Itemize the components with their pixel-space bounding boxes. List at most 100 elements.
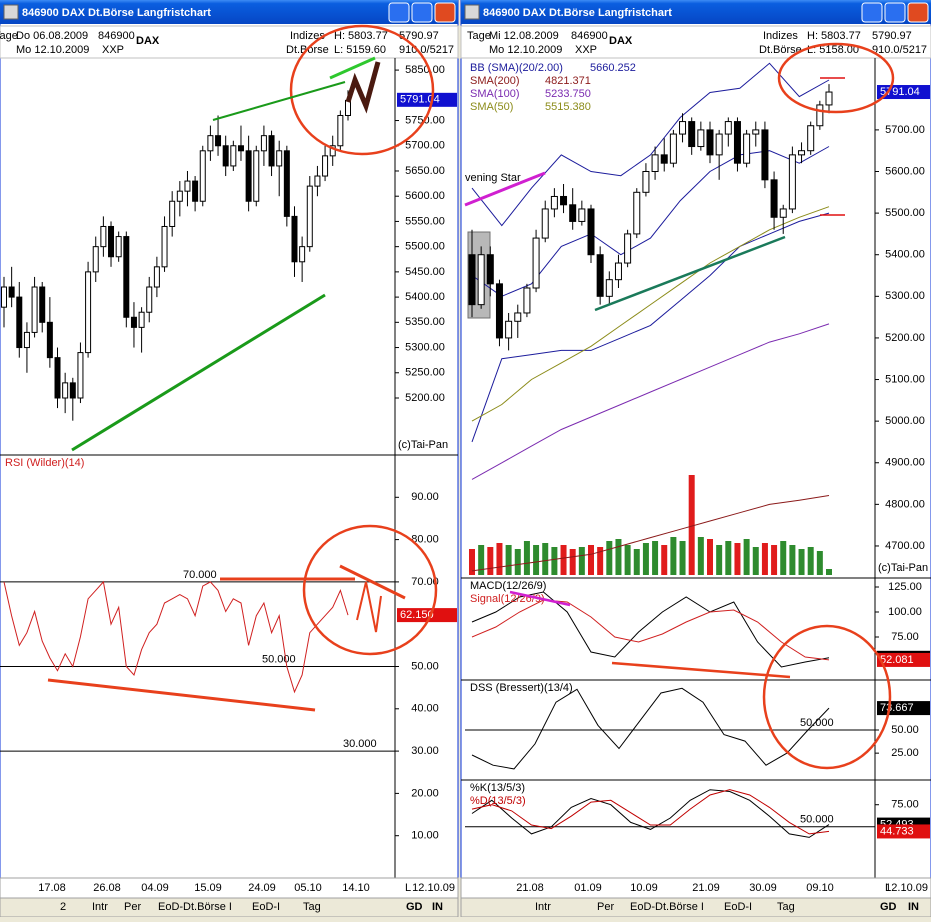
y-tick-label: 75.00 — [891, 799, 919, 811]
volume-bar — [670, 537, 677, 575]
candle-body — [724, 121, 732, 135]
level-label: 50.000 — [800, 814, 834, 826]
y-tick-label: 5700.00 — [885, 124, 925, 136]
volume-bar — [505, 545, 512, 575]
end-date: 12.10.09 — [412, 882, 455, 894]
close-button[interactable] — [907, 2, 929, 23]
toolbar-button[interactable]: Per — [597, 901, 614, 913]
candle-body — [207, 135, 214, 152]
y-tick-label: 5300.00 — [885, 290, 925, 302]
candle-body — [651, 154, 659, 173]
toolbar-button[interactable]: EoD-I — [252, 901, 280, 913]
header — [460, 25, 931, 59]
maximize-button[interactable] — [411, 2, 433, 23]
header-venue: Dt.Börse — [759, 44, 802, 56]
window-frame — [460, 0, 931, 918]
candle-body — [123, 236, 130, 318]
volume-bar — [652, 541, 659, 575]
toolbar-button[interactable]: Intr — [535, 901, 551, 913]
volume-bar — [560, 545, 567, 575]
legend-entry: MACD(12/26/9) — [470, 580, 546, 592]
toolbar-button[interactable]: GD — [880, 901, 897, 913]
level-label: 50.000 — [262, 653, 296, 665]
header-low: L: 5158.00 — [807, 44, 859, 56]
volume-bar — [807, 547, 814, 575]
header-index: DAX — [136, 35, 160, 47]
header-code: 846900 — [571, 30, 608, 42]
candle-body — [276, 150, 283, 167]
candle-body — [314, 175, 321, 187]
candle-body — [184, 180, 191, 192]
indicator-line — [471, 206, 830, 422]
last-value-box — [877, 824, 930, 839]
volume-bar — [569, 549, 576, 575]
window-title: 846900 DAX Dt.Börse Langfristchart — [22, 7, 211, 19]
toolbar-button[interactable]: Intr — [92, 901, 108, 913]
candle-body — [260, 135, 267, 152]
minimize-button[interactable] — [861, 2, 883, 23]
candle-body — [39, 286, 46, 323]
toolbar-button[interactable]: Per — [124, 901, 141, 913]
trendline — [47, 678, 316, 712]
candle-body — [115, 236, 122, 258]
trendline — [71, 293, 326, 452]
y-tick-label: 10.00 — [411, 830, 439, 842]
date-strip — [0, 877, 459, 899]
toolbar-button[interactable]: Tag — [777, 901, 795, 913]
candle-body — [633, 191, 641, 235]
volume-bar — [642, 543, 649, 575]
volume-bar — [514, 549, 521, 575]
candle-body — [550, 195, 558, 210]
candle-body — [108, 225, 115, 258]
x-tick-label: 10.09 — [630, 882, 658, 894]
candle-body — [468, 254, 476, 306]
candle-body — [486, 254, 494, 285]
close-button[interactable] — [434, 2, 456, 23]
legend-value: 5515.380 — [545, 101, 591, 113]
header-index: DAX — [609, 35, 633, 47]
candle-body — [779, 208, 787, 218]
toolbar-button[interactable]: GD — [406, 901, 423, 913]
candle-body — [306, 185, 313, 248]
volume-bar — [707, 539, 713, 575]
legend-entry: BB (SMA)(20/2.00) — [470, 62, 563, 74]
toolbar-button[interactable]: EoD-Dt.Börse I — [158, 901, 232, 913]
candle-body — [1, 286, 7, 308]
toolbar-button[interactable]: IN — [432, 901, 443, 913]
candle-body — [322, 155, 329, 177]
header-vol: 910.0/5217 — [872, 44, 927, 56]
toolbar-button[interactable]: IN — [908, 901, 919, 913]
volume-bar — [725, 541, 732, 575]
minimize-button[interactable] — [388, 2, 410, 23]
x-tick-label: 15.09 — [194, 882, 222, 894]
y-tick-label: 5200.00 — [405, 392, 445, 404]
candle-body — [237, 145, 244, 152]
candle-body — [337, 114, 344, 147]
candle-body — [138, 311, 145, 328]
credit: (c)Tai-Pan — [878, 562, 928, 574]
candle-body — [733, 121, 741, 164]
header-code: 846900 — [98, 30, 135, 42]
last-value-box — [877, 652, 930, 667]
volume-bar — [606, 541, 613, 575]
toolbar-button[interactable]: 2 — [60, 901, 66, 913]
last-value: 5791.04 — [400, 94, 440, 106]
maximize-button[interactable] — [884, 2, 906, 23]
header-last: 5790.97 — [399, 30, 439, 42]
y-tick-label: 5000.00 — [885, 415, 925, 427]
toolbar-button[interactable]: EoD-Dt.Börse I — [630, 901, 704, 913]
toolbar-button[interactable]: Tag — [303, 901, 321, 913]
candle-body — [16, 296, 23, 349]
trendline — [611, 661, 791, 679]
header-last: 5790.97 — [872, 30, 912, 42]
legend-value: 5660.252 — [590, 62, 636, 74]
candle-body — [761, 129, 769, 181]
toolbar-button[interactable]: EoD-I — [724, 901, 752, 913]
candle-body — [253, 150, 260, 202]
volume-bar — [661, 545, 668, 575]
end-marker: L — [885, 882, 891, 894]
volume-bar — [798, 549, 805, 575]
indicator-line — [471, 146, 830, 297]
candle-body — [222, 145, 229, 167]
indicator-line — [471, 789, 830, 835]
